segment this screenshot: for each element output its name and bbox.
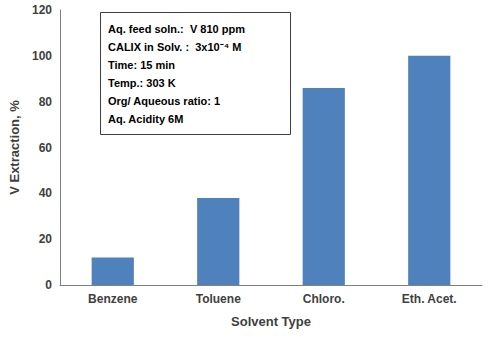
svg-text:Aq. Acidity 6M: Aq. Acidity 6M: [108, 113, 183, 125]
svg-text:60: 60: [39, 141, 53, 155]
svg-text:Time: 15 min: Time: 15 min: [108, 59, 175, 71]
svg-text:40: 40: [39, 186, 53, 200]
svg-text:0: 0: [45, 278, 52, 292]
svg-text:Chloro.: Chloro.: [303, 292, 345, 306]
svg-text:Solvent Type: Solvent Type: [231, 314, 311, 329]
svg-text:Benzene: Benzene: [88, 292, 138, 306]
svg-text:Eth. Acet.: Eth. Acet.: [402, 292, 457, 306]
svg-text:V Extraction, %: V Extraction, %: [7, 100, 22, 195]
svg-text:Toluene: Toluene: [196, 292, 241, 306]
svg-text:20: 20: [39, 232, 53, 246]
svg-text:Org/ Aqueous ratio: 1: Org/ Aqueous ratio: 1: [108, 95, 220, 107]
svg-text:100: 100: [32, 49, 52, 63]
svg-text:Aq. feed soln.: V 810 ppm: Aq. feed soln.: V 810 ppm: [108, 23, 245, 35]
svg-text:CALIX in Solv. : 3x10⁻⁴ M: CALIX in Solv. : 3x10⁻⁴ M: [108, 41, 241, 53]
svg-text:Temp.: 303 K: Temp.: 303 K: [108, 77, 176, 89]
svg-text:80: 80: [39, 95, 53, 109]
svg-text:120: 120: [32, 3, 52, 17]
